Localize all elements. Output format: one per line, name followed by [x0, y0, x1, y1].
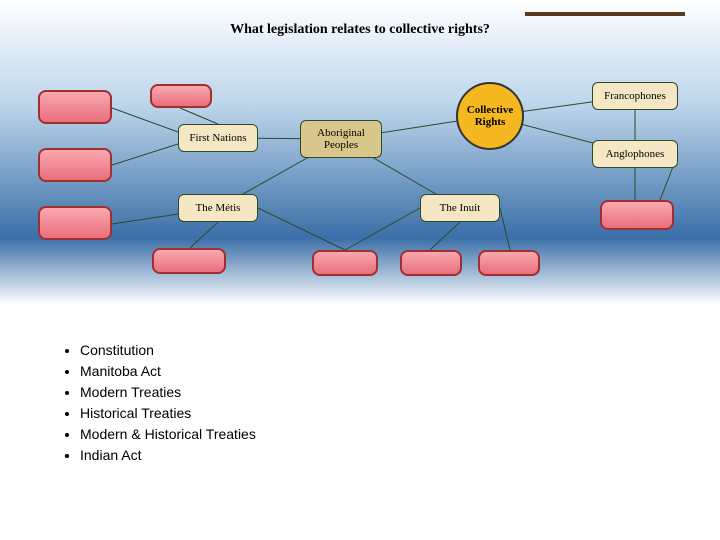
node-anglophones: Anglophones [592, 140, 678, 168]
blank-box [312, 250, 378, 276]
node-aboriginal: Aboriginal Peoples [300, 120, 382, 158]
blank-box [150, 84, 212, 108]
blank-box [400, 250, 462, 276]
blank-box [600, 200, 674, 230]
list-item: Modern Treaties [80, 382, 256, 403]
decorative-bar [525, 12, 685, 16]
list-item: Indian Act [80, 445, 256, 466]
node-first_nations: First Nations [178, 124, 258, 152]
legislation-list: ConstitutionManitoba ActModern TreatiesH… [60, 340, 256, 466]
list-item: Constitution [80, 340, 256, 361]
blank-box [38, 206, 112, 240]
blank-box [152, 248, 226, 274]
blank-box [38, 148, 112, 182]
list-item: Modern & Historical Treaties [80, 424, 256, 445]
blank-box [478, 250, 540, 276]
diagram-container: Collective Rights Aboriginal Peoples First… [0, 0, 720, 305]
node-metis: The Métis [178, 194, 258, 222]
list-item: Manitoba Act [80, 361, 256, 382]
node-francophones: Francophones [592, 82, 678, 110]
diagram-title: What legislation relates to collective r… [0, 22, 720, 38]
node-inuit: The Inuit [420, 194, 500, 222]
node-collective_rights: Collective Rights [456, 82, 524, 150]
blank-box [38, 90, 112, 124]
list-item: Historical Treaties [80, 403, 256, 424]
